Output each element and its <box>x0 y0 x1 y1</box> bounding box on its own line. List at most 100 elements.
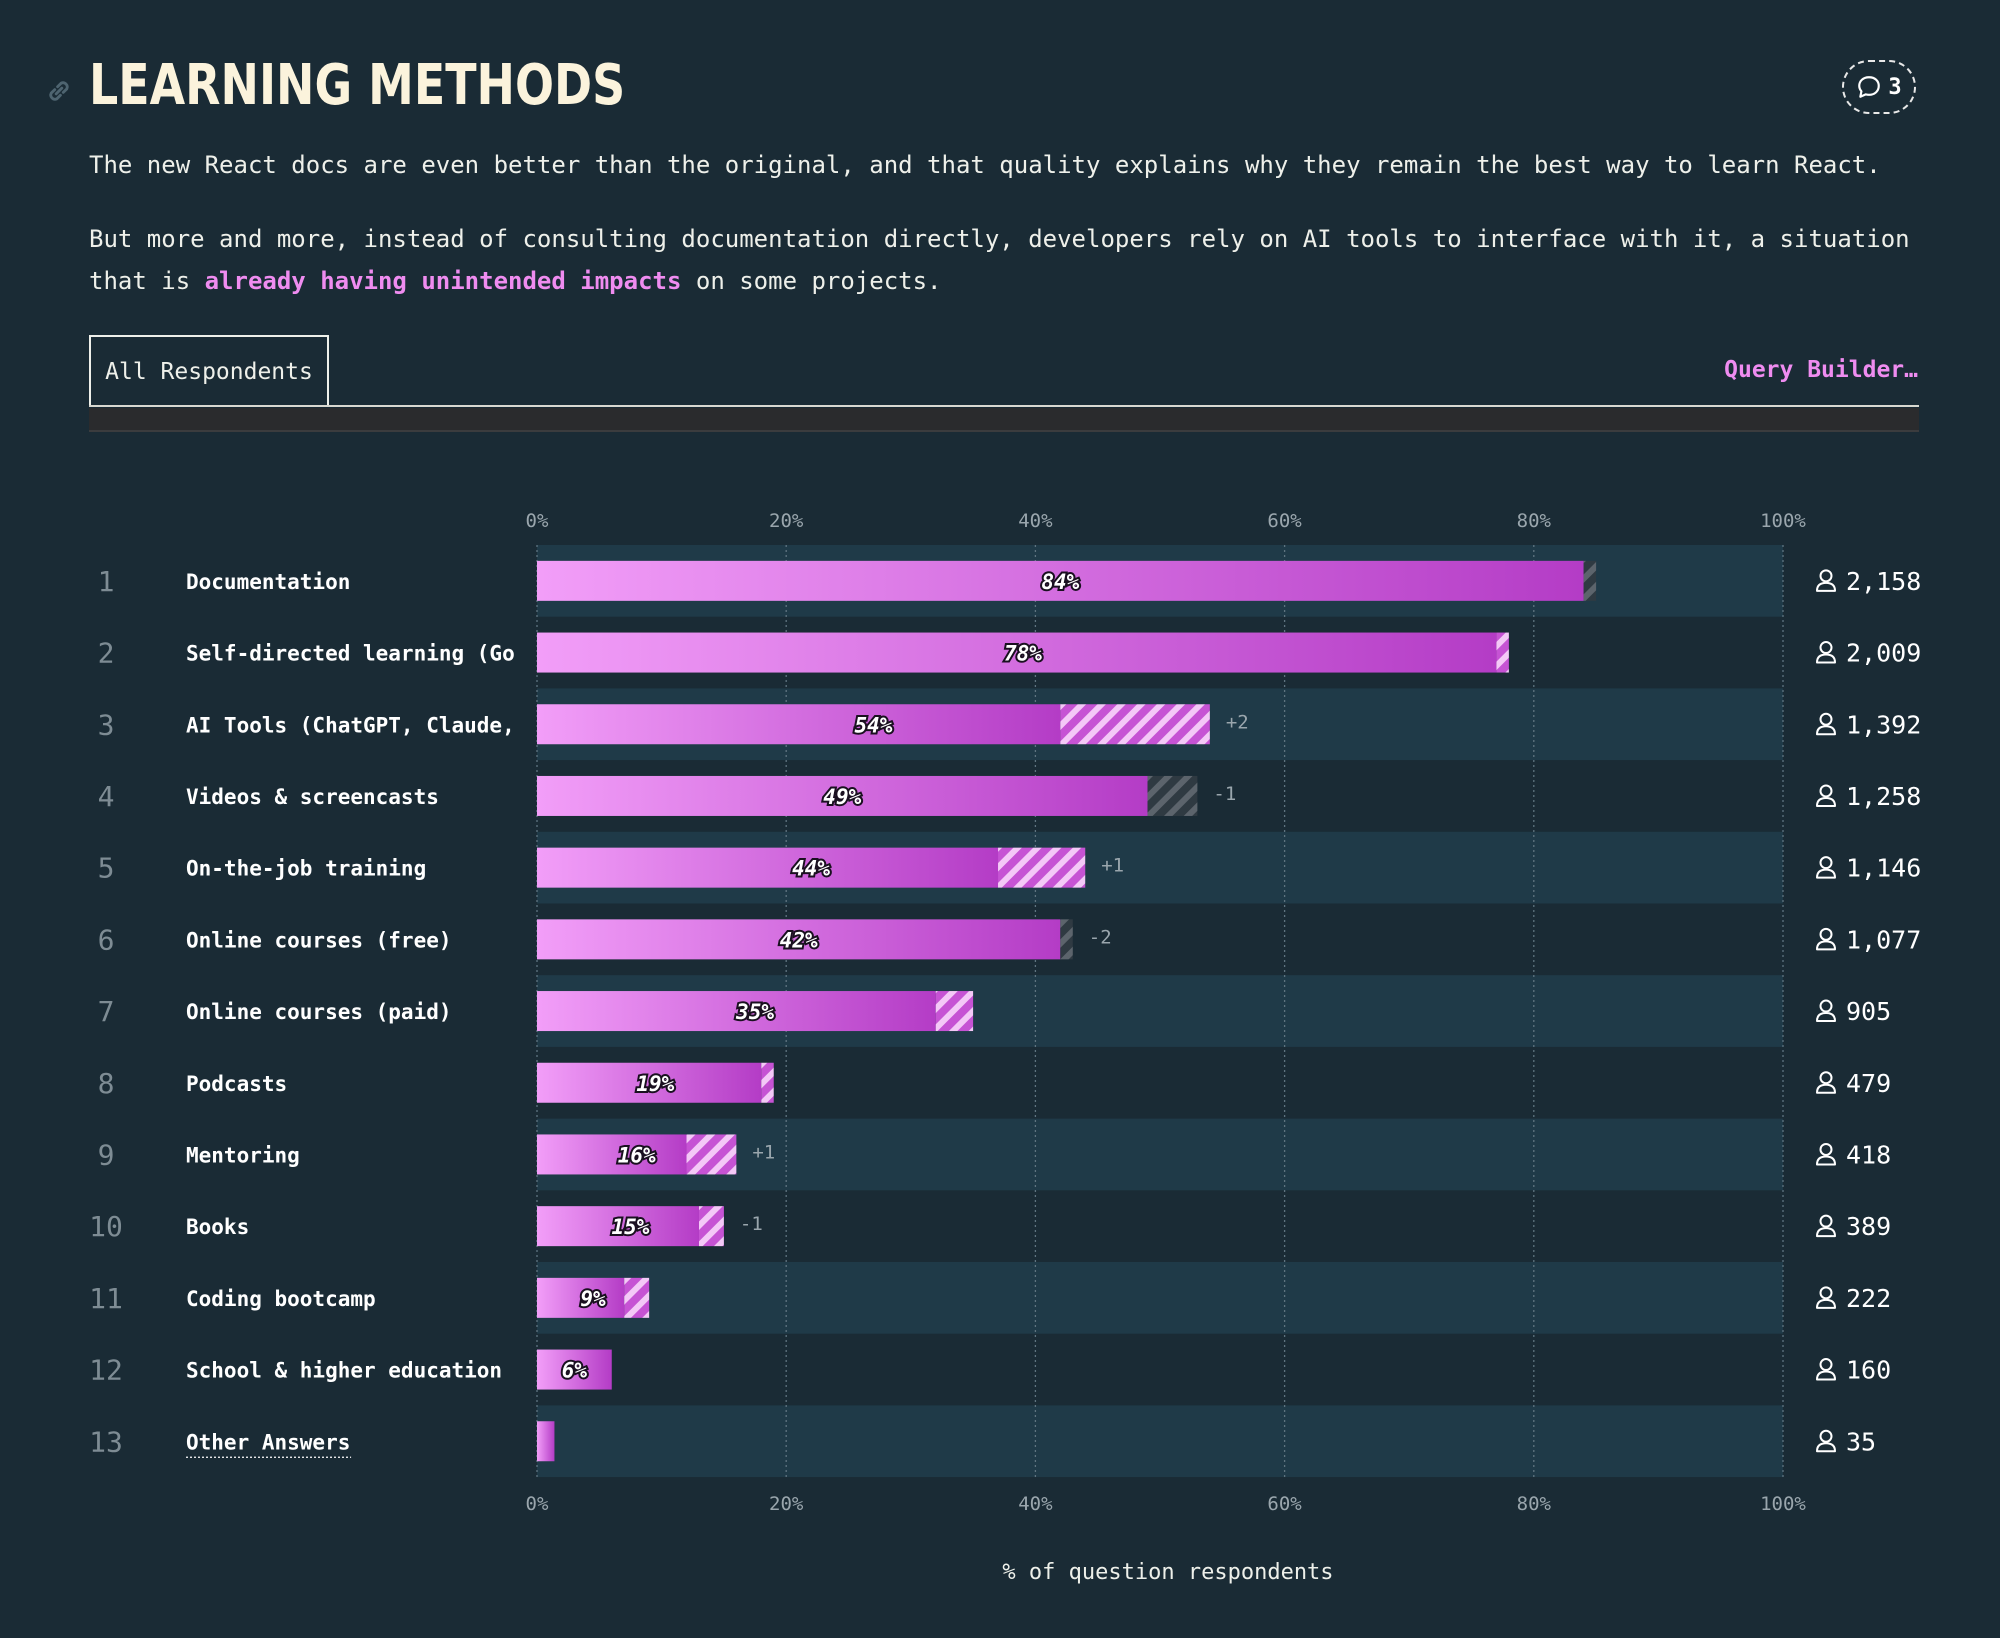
comment-icon <box>1858 76 1881 98</box>
person-icon <box>1816 1214 1836 1238</box>
bar[interactable] <box>537 775 1148 816</box>
paragraph-text-end: on some projects. <box>681 267 942 295</box>
row-label: Mentoring <box>186 1143 300 1167</box>
bar[interactable] <box>537 1277 625 1318</box>
person-icon <box>1816 784 1836 807</box>
respondent-count: 35 <box>1846 1427 1876 1456</box>
bar[interactable] <box>537 1062 762 1103</box>
respondent-count: 418 <box>1846 1140 1891 1169</box>
bar[interactable] <box>537 1421 555 1462</box>
respondent-count: 905 <box>1846 997 1891 1026</box>
second-paragraph: But more and more, instead of consulting… <box>89 218 1939 302</box>
unintended-impacts-link[interactable]: already having unintended impacts <box>204 267 682 295</box>
row-rank: 4 <box>98 780 115 813</box>
respondent-count: 160 <box>1846 1356 1891 1385</box>
person-icon <box>1816 1071 1836 1094</box>
query-builder-link[interactable]: Query Builder… <box>1724 357 1918 383</box>
x-tick-label-top: 60% <box>1267 510 1302 532</box>
tab-divider <box>89 405 1919 407</box>
bar-value-label: 49% <box>823 785 861 809</box>
bar[interactable] <box>537 632 1497 673</box>
row-label: Documentation <box>186 570 350 594</box>
person-icon <box>1816 641 1836 664</box>
row-band <box>537 1118 1783 1191</box>
bar-value-label: 35% <box>735 1000 774 1024</box>
bar[interactable] <box>537 560 1584 601</box>
row-label[interactable]: Other Answers <box>186 1430 350 1454</box>
person-icon <box>1816 1429 1836 1453</box>
x-tick-label-top: 0% <box>526 510 549 532</box>
page-title: LEARNING METHODS <box>89 53 626 118</box>
x-tick-label-bottom: 40% <box>1018 1493 1053 1515</box>
x-tick-label-top: 80% <box>1517 510 1552 532</box>
comment-count: 3 <box>1888 74 1902 100</box>
row-band <box>537 1405 1783 1478</box>
row-band <box>537 1262 1783 1334</box>
row-rank: 12 <box>89 1354 123 1387</box>
bar[interactable] <box>537 991 936 1032</box>
bar-change-label: +1 <box>752 1141 775 1163</box>
bar-value-label: 42% <box>780 928 818 952</box>
bar-change-hatch <box>624 1277 650 1318</box>
row-rank: 10 <box>89 1210 123 1243</box>
bar[interactable] <box>537 1349 612 1390</box>
bar-change-hatch <box>1147 775 1198 816</box>
row-rank: 9 <box>98 1138 115 1171</box>
bar-change-hatch <box>698 1206 724 1247</box>
paragraph-text: But more and more, instead of consulting… <box>89 225 1910 295</box>
row-label: Podcasts <box>186 1072 287 1096</box>
x-tick-label-bottom: 20% <box>769 1493 804 1515</box>
bar[interactable] <box>537 847 999 888</box>
x-tick-label-bottom: 80% <box>1517 1493 1552 1515</box>
x-tick-label-top: 100% <box>1760 510 1806 532</box>
bar-value-label: 16% <box>618 1143 656 1167</box>
comments-button[interactable]: 3 <box>1842 60 1916 114</box>
bar-value-label: 54% <box>854 713 892 737</box>
person-icon <box>1816 856 1836 879</box>
respondent-count: 1,392 <box>1846 710 1921 739</box>
respondent-count: 1,077 <box>1846 925 1921 954</box>
tab-panel-bar <box>89 408 1919 432</box>
x-tick-label-bottom: 100% <box>1760 1493 1806 1515</box>
link-icon[interactable] <box>42 74 76 108</box>
row-label: AI Tools (ChatGPT, Claude, <box>186 713 515 737</box>
bar-change-hatch <box>761 1062 774 1103</box>
respondent-count: 389 <box>1846 1212 1891 1241</box>
person-icon <box>1816 999 1836 1023</box>
respondent-count: 222 <box>1846 1284 1891 1313</box>
bar-change-hatch <box>1060 919 1073 960</box>
bar-change-label: -2 <box>1089 926 1112 948</box>
bar-change-hatch <box>1496 632 1509 673</box>
person-icon <box>1816 927 1836 951</box>
row-rank: 13 <box>89 1425 123 1458</box>
bar-change-hatch <box>935 991 974 1032</box>
bar-value-label: 44% <box>792 857 830 881</box>
bar-change-label: -1 <box>1213 783 1236 805</box>
row-rank: 2 <box>98 637 115 670</box>
person-icon <box>1816 1142 1836 1166</box>
row-rank: 1 <box>98 565 115 598</box>
row-rank: 3 <box>98 708 115 741</box>
bar-change-hatch <box>1583 560 1597 601</box>
bar[interactable] <box>537 1134 687 1175</box>
bar-change-hatch <box>1060 704 1210 745</box>
row-label: On-the-job training <box>186 857 426 881</box>
row-label: Coding bootcamp <box>186 1287 376 1311</box>
row-label: Videos & screencasts <box>186 785 439 809</box>
tab-all-respondents[interactable]: All Respondents <box>89 335 329 407</box>
bar[interactable] <box>537 704 1061 745</box>
x-tick-label-bottom: 60% <box>1267 1493 1302 1515</box>
bar-value-label: 78% <box>1004 642 1042 666</box>
person-icon <box>1816 569 1836 592</box>
row-rank: 7 <box>98 995 115 1028</box>
respondent-count: 2,158 <box>1846 567 1921 596</box>
bar-value-label: 84% <box>1041 570 1079 594</box>
row-label: Online courses (free) <box>186 928 452 952</box>
row-rank: 8 <box>98 1067 115 1100</box>
bar-value-label: 15% <box>611 1215 649 1239</box>
bar[interactable] <box>537 919 1061 960</box>
x-tick-label-bottom: 0% <box>526 1493 549 1515</box>
bar[interactable] <box>537 1206 699 1247</box>
x-axis-title: % of question respondents <box>1002 1560 1334 1585</box>
